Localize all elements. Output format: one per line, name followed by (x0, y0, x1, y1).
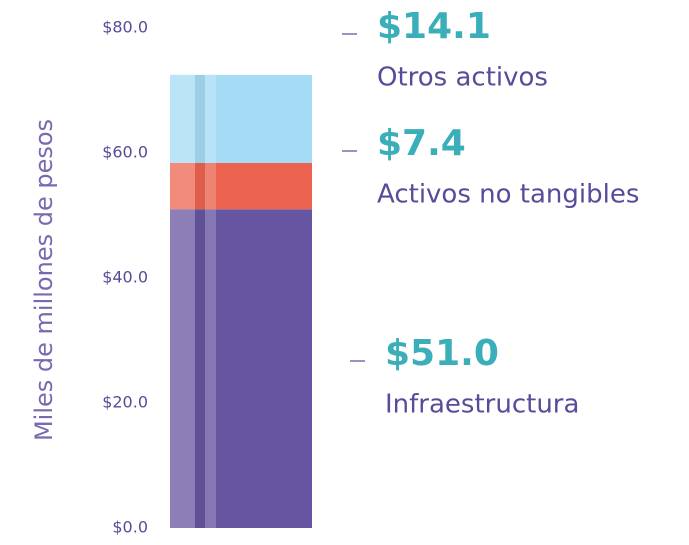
bar-highlight (170, 74, 195, 163)
bar-highlight (205, 74, 216, 163)
bar-highlight (205, 163, 216, 210)
bar-segment (170, 209, 312, 528)
y-tick-label: $0.0 (112, 518, 148, 537)
bar-highlight (205, 209, 216, 528)
bar-highlight (170, 209, 195, 528)
y-tick-label: $60.0 (102, 143, 148, 162)
y-axis-label: Miles de millones de pesos (30, 119, 58, 441)
y-tick-label: $40.0 (102, 268, 148, 287)
bar-highlight (170, 163, 195, 210)
bar-segment (170, 74, 312, 163)
value-label: $7.4 (377, 123, 466, 164)
value-label: $14.1 (377, 6, 491, 47)
value-label: $51.0 (385, 333, 499, 374)
y-tick-label: $80.0 (102, 18, 148, 37)
legend-label: Activos no tangibles (377, 180, 639, 210)
bar-segment (170, 163, 312, 210)
legend-label: Otros activos (377, 63, 548, 93)
bar-shade (195, 74, 205, 163)
legend-label: Infraestructura (385, 390, 579, 420)
bar-shade (195, 163, 205, 210)
y-tick-label: $20.0 (102, 393, 148, 412)
bar-shade (195, 209, 205, 528)
